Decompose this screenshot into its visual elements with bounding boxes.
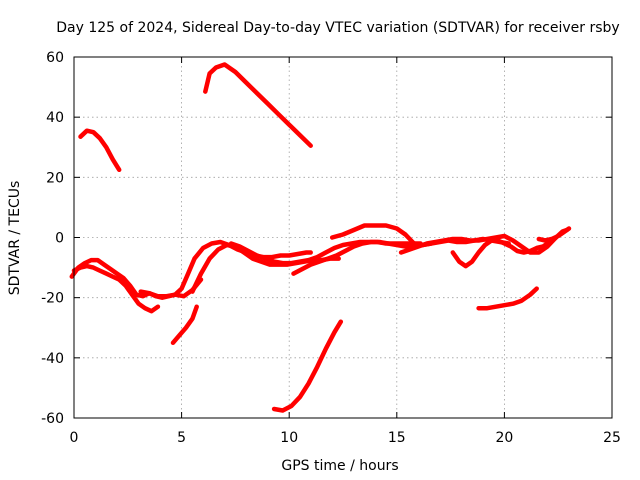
series-arc-13 <box>450 227 570 269</box>
series-arc-7 <box>271 319 344 413</box>
y-tick-label: -60 <box>41 411 64 427</box>
y-tick-label: -40 <box>41 351 64 367</box>
series-arc-1 <box>78 128 122 173</box>
y-tick-label: 0 <box>55 231 64 247</box>
series-arc-4 <box>71 263 161 314</box>
x-tick-label: 15 <box>388 430 406 446</box>
series-arc-2 <box>203 62 313 148</box>
series-arc-15 <box>536 226 572 243</box>
x-tick-label: 20 <box>495 430 513 446</box>
series-arc-8 <box>190 242 341 294</box>
y-tick-label: -20 <box>41 291 64 307</box>
series-arc-6 <box>170 304 199 346</box>
x-axis-label: GPS time / hours <box>281 458 398 474</box>
x-tick-label: 0 <box>70 430 79 446</box>
y-tick-label: 60 <box>46 50 64 66</box>
y-axis-label: SDTVAR / TECUs <box>7 181 23 296</box>
y-tick-label: 20 <box>46 170 64 186</box>
x-tick-label: 10 <box>280 430 298 446</box>
series-arc-11 <box>329 223 434 248</box>
tick-layer: 0 5 10 15 20 25 -60 -40 -20 0 20 40 60 <box>41 50 621 446</box>
grid-layer <box>74 57 612 418</box>
data-layer <box>69 62 572 413</box>
x-tick-label: 5 <box>177 430 186 446</box>
series-arc-14 <box>476 286 539 311</box>
chart-title: Day 125 of 2024, Sidereal Day-to-day VTE… <box>56 20 619 36</box>
x-tick-label: 25 <box>603 430 621 446</box>
y-tick-label: 40 <box>46 110 64 126</box>
plot-frame <box>73 56 613 419</box>
